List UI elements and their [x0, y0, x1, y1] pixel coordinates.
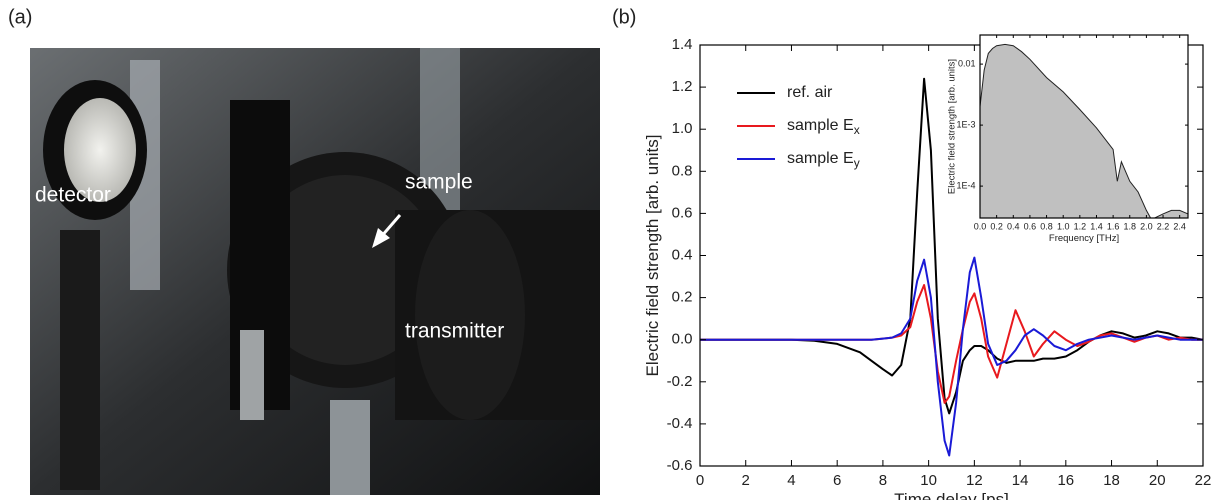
- x-tick-label: 0.0: [974, 221, 987, 231]
- y-tick-label: 0.01: [958, 58, 976, 68]
- x-tick-label: 22: [1195, 472, 1212, 489]
- x-tick-label: 0: [696, 472, 704, 489]
- x-tick-label: 16: [1057, 472, 1074, 489]
- y-tick-label: 1.4: [672, 36, 693, 53]
- y-tick-label: 0.6: [672, 204, 693, 221]
- x-tick-label: 1.2: [1074, 221, 1087, 231]
- photo: detector sample transmitter: [30, 48, 600, 495]
- legend-label: ref. air: [787, 84, 833, 101]
- y-tick-label: 1E-3: [956, 119, 975, 129]
- legend-label: sample Ex: [787, 117, 860, 137]
- x-tick-label: 1.8: [1124, 221, 1137, 231]
- x-tick-label: 2: [742, 472, 750, 489]
- x-tick-label: 1.6: [1107, 221, 1120, 231]
- panel-label: (a): [8, 6, 32, 28]
- y-tick-label: 1.0: [672, 120, 693, 137]
- y-tick-label: -0.6: [667, 457, 693, 474]
- photo-label: detector: [35, 184, 111, 207]
- x-tick-label: 8: [879, 472, 887, 489]
- y-tick-label: 0.2: [672, 289, 693, 306]
- y-axis-label: Electric field strength [arb. units]: [643, 135, 662, 377]
- plot-frame: [979, 34, 1189, 219]
- x-tick-label: 0.8: [1040, 221, 1053, 231]
- y-tick-label: 1E-4: [956, 180, 975, 190]
- x-tick-label: 20: [1149, 472, 1166, 489]
- x-tick-label: 2.2: [1157, 221, 1170, 231]
- x-tick-label: 4: [787, 472, 795, 489]
- y-tick-label: 0.0: [672, 331, 693, 348]
- x-axis-label: Time delay [ps]: [894, 490, 1009, 500]
- y-tick-label: 1.2: [672, 78, 693, 95]
- x-tick-label: 10: [920, 472, 937, 489]
- x-tick-label: 0.6: [1024, 221, 1037, 231]
- x-tick-label: 12: [966, 472, 983, 489]
- y-axis-label: Electric field strength [arb. units]: [947, 59, 958, 194]
- legend-label: sample Ey: [787, 150, 860, 170]
- photo-label: sample: [405, 171, 473, 194]
- x-tick-label: 0.4: [1007, 221, 1020, 231]
- y-tick-label: 0.8: [672, 162, 693, 179]
- x-tick-label: 2.4: [1173, 221, 1186, 231]
- panel-label: (b): [612, 6, 636, 28]
- y-tick-label: 0.4: [672, 246, 693, 263]
- x-tick-label: 1.4: [1090, 221, 1103, 231]
- series-line: [700, 256, 1203, 457]
- x-axis-label: Frequency [THz]: [1049, 233, 1119, 244]
- x-tick-label: 0.2: [990, 221, 1003, 231]
- x-tick-label: 6: [833, 472, 841, 489]
- x-tick-label: 18: [1103, 472, 1120, 489]
- x-tick-label: 1.0: [1057, 221, 1070, 231]
- photo-label: transmitter: [405, 320, 504, 343]
- y-tick-label: -0.4: [667, 415, 693, 432]
- x-tick-label: 14: [1012, 472, 1029, 489]
- spectrum-area: [979, 43, 1189, 219]
- y-tick-label: -0.2: [667, 373, 693, 390]
- series-line: [700, 77, 1204, 415]
- x-tick-label: 2.0: [1140, 221, 1153, 231]
